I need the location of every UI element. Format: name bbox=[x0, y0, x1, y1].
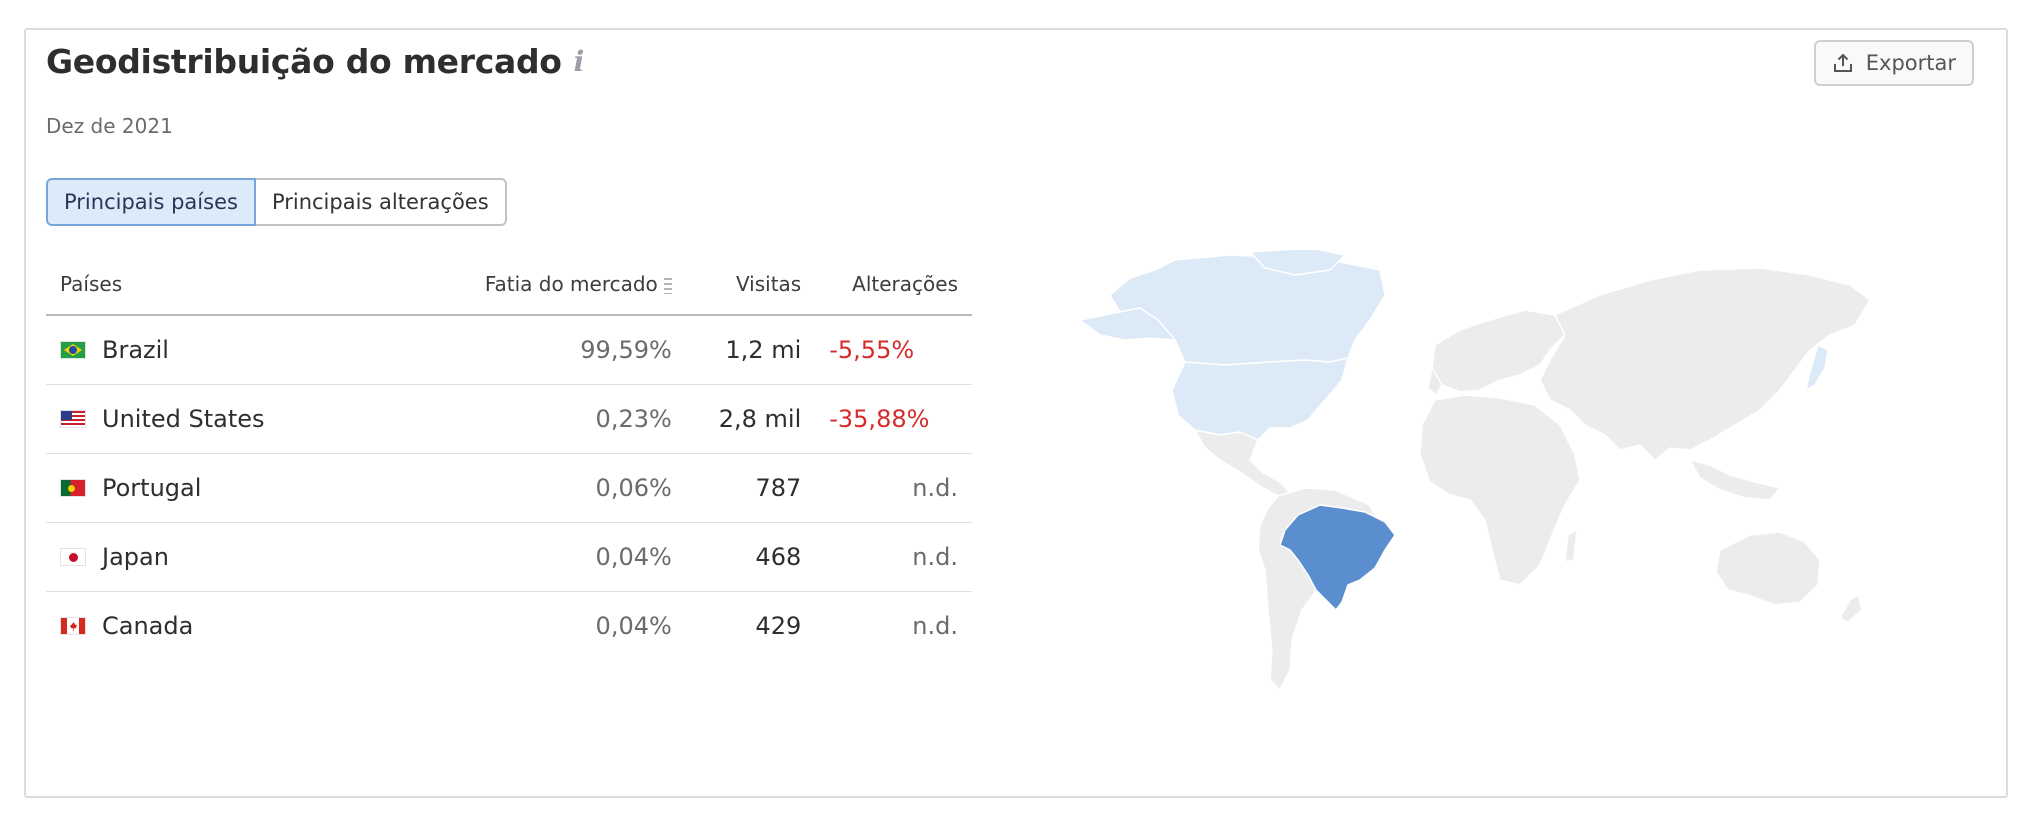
tab-group: Principais países Principais alterações bbox=[46, 178, 507, 226]
table-row: United States 0,23% 2,8 mil -35,88% bbox=[46, 384, 972, 454]
change-value: n.d. bbox=[815, 453, 972, 523]
map-region-southeast-asia[interactable] bbox=[1688, 458, 1782, 501]
map-region-africa[interactable] bbox=[1419, 394, 1581, 586]
market-share-value: 0,04% bbox=[595, 612, 672, 640]
table-row: Japan 0,04% 468 n.d. bbox=[46, 522, 972, 592]
visits-value: 2,8 mil bbox=[685, 384, 816, 454]
country-name[interactable]: Brazil bbox=[102, 336, 169, 364]
column-header-share[interactable]: Fatia do mercado bbox=[434, 254, 686, 316]
map-region-australia[interactable] bbox=[1715, 531, 1821, 606]
tab-top-changes[interactable]: Principais alterações bbox=[255, 178, 507, 226]
table-row: Brazil 99,59% 1,2 mi -5,55% bbox=[46, 315, 972, 385]
country-name[interactable]: Japan bbox=[102, 543, 169, 571]
change-value: -5,55% bbox=[815, 315, 972, 385]
map-region-canada[interactable] bbox=[1109, 254, 1386, 366]
visits-value: 468 bbox=[685, 522, 816, 592]
brazil-flag-icon bbox=[60, 341, 86, 359]
country-name[interactable]: Canada bbox=[102, 612, 194, 640]
table-row: Canada 0,04% 429 n.d. bbox=[46, 592, 972, 661]
map-region-japan[interactable] bbox=[1804, 343, 1829, 392]
visits-value: 429 bbox=[755, 612, 802, 640]
column-header-visits: Visitas bbox=[685, 254, 816, 316]
sort-icon[interactable] bbox=[663, 277, 672, 294]
export-label: Exportar bbox=[1865, 51, 1956, 75]
page-title: Geodistribuição do mercado bbox=[46, 42, 562, 81]
market-share-value: 0,23% bbox=[434, 384, 686, 454]
column-header-country: Países bbox=[46, 254, 434, 316]
info-icon[interactable]: i bbox=[573, 45, 585, 78]
map-region-asia[interactable] bbox=[1539, 267, 1871, 462]
japan-flag-icon bbox=[60, 548, 86, 566]
map-region-brazil[interactable] bbox=[1279, 504, 1396, 612]
map-region-portugal[interactable] bbox=[1427, 365, 1443, 397]
export-button[interactable]: Exportar bbox=[1813, 40, 1974, 86]
visits-value: 787 bbox=[685, 453, 816, 523]
title-row: Geodistribuição do mercado i bbox=[46, 42, 584, 81]
market-share-value: 0,04% bbox=[434, 522, 686, 592]
change-value: n.d. bbox=[912, 612, 958, 640]
canada-flag-icon bbox=[60, 617, 86, 635]
table-row: Portugal 0,06% 787 n.d. bbox=[46, 453, 972, 523]
market-share-value: 0,06% bbox=[434, 453, 686, 523]
world-map[interactable] bbox=[1080, 250, 1900, 720]
country-name[interactable]: United States bbox=[102, 405, 265, 433]
date-label: Dez de 2021 bbox=[46, 114, 173, 138]
table-header-row: Países Fatia do mercado Visitas Alteraçõ… bbox=[46, 254, 972, 316]
us-flag-icon bbox=[60, 410, 86, 428]
change-value: -35,88% bbox=[815, 384, 972, 454]
tab-top-countries[interactable]: Principais países bbox=[46, 178, 256, 226]
map-region-europe[interactable] bbox=[1431, 309, 1566, 393]
countries-table: Países Fatia do mercado Visitas Alteraçõ… bbox=[46, 254, 972, 660]
portugal-flag-icon bbox=[60, 479, 86, 497]
column-header-change: Alterações bbox=[815, 254, 972, 316]
map-region-madagascar[interactable] bbox=[1564, 528, 1578, 563]
map-region-new-zealand[interactable] bbox=[1838, 593, 1863, 623]
map-region-greenland[interactable] bbox=[1248, 250, 1347, 276]
upload-icon bbox=[1833, 53, 1852, 72]
country-name[interactable]: Portugal bbox=[102, 474, 202, 502]
map-region-mexico[interactable] bbox=[1193, 428, 1294, 497]
visits-value: 1,2 mi bbox=[685, 315, 816, 385]
map-region-alaska[interactable] bbox=[1080, 307, 1177, 341]
market-share-value: 99,59% bbox=[434, 315, 686, 385]
change-value: n.d. bbox=[815, 522, 972, 592]
map-region-united-states[interactable] bbox=[1171, 356, 1350, 441]
